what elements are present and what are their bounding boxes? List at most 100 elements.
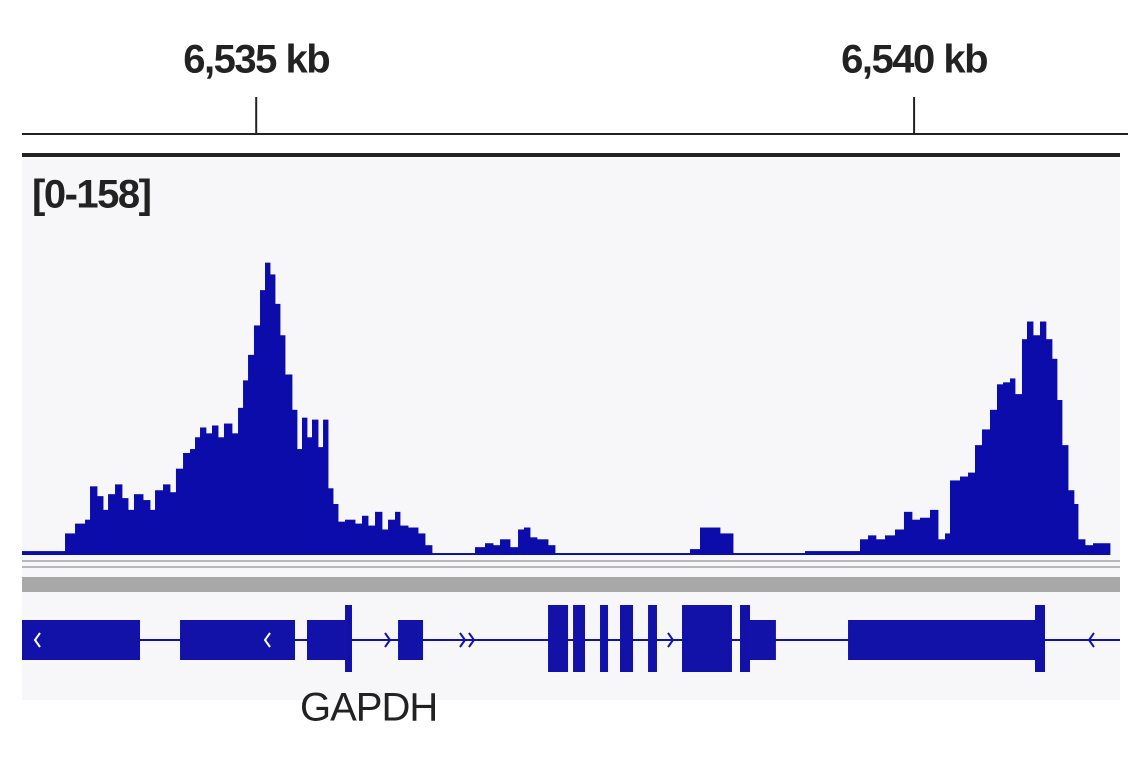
coverage-bar bbox=[183, 452, 191, 555]
coverage-bar bbox=[860, 539, 869, 555]
coverage-bar bbox=[115, 484, 123, 555]
exon bbox=[573, 605, 586, 672]
coverage-bar bbox=[400, 525, 409, 555]
coverage-bar bbox=[733, 553, 806, 555]
coverage-bar bbox=[1056, 400, 1063, 555]
coverage-bar bbox=[523, 527, 531, 555]
coverage-bar bbox=[270, 274, 276, 555]
coverage-bar bbox=[1068, 490, 1075, 555]
coverage-bar bbox=[265, 262, 271, 555]
coverage-bar bbox=[368, 525, 376, 555]
coverage-bar bbox=[275, 303, 281, 555]
gene-track bbox=[22, 605, 1120, 672]
coverage-bar bbox=[1051, 358, 1058, 555]
exon bbox=[306, 620, 346, 660]
coverage-bar bbox=[205, 433, 213, 555]
coverage-bar bbox=[96, 496, 104, 555]
coverage-bar bbox=[960, 476, 969, 555]
coverage-bar bbox=[318, 447, 324, 555]
coverage-bar bbox=[485, 543, 494, 555]
coverage-bar bbox=[990, 409, 998, 555]
coverage-bar bbox=[108, 494, 116, 555]
coverage-bar bbox=[903, 511, 913, 555]
coverage-bar bbox=[930, 509, 939, 555]
coverage-bar bbox=[143, 500, 151, 555]
coverage-bar bbox=[805, 551, 861, 555]
exon bbox=[600, 605, 609, 672]
coverage-bar bbox=[195, 437, 201, 555]
coverage-bar bbox=[1003, 382, 1011, 555]
coverage-bar bbox=[1061, 445, 1069, 555]
exon bbox=[1035, 605, 1046, 672]
coverage-bar bbox=[248, 354, 255, 555]
coverage-bar bbox=[555, 553, 691, 555]
coverage-bar bbox=[700, 527, 721, 555]
strand-arrow bbox=[263, 632, 271, 648]
coverage-bar bbox=[425, 545, 433, 555]
coverage-bar bbox=[333, 503, 339, 555]
coverage-bar bbox=[1026, 321, 1034, 555]
coverage-bar bbox=[500, 539, 511, 555]
coverage-bar bbox=[1093, 543, 1111, 555]
coverage-bar bbox=[150, 509, 156, 555]
coverage-bar bbox=[548, 545, 556, 555]
coverage-bar bbox=[85, 519, 91, 555]
exon bbox=[345, 605, 352, 672]
coverage-bar bbox=[911, 519, 921, 555]
coverage-bar bbox=[190, 449, 196, 555]
coverage-bar bbox=[285, 374, 293, 555]
x-tick-label: 6,535 kb bbox=[183, 38, 329, 82]
coverage-bar bbox=[243, 380, 249, 555]
strand-arrow bbox=[667, 632, 675, 648]
coverage-bar bbox=[296, 449, 303, 555]
coverage-bar bbox=[311, 419, 319, 555]
coverage-bar bbox=[223, 423, 233, 555]
exon bbox=[548, 605, 569, 672]
coverage-bar bbox=[218, 437, 225, 555]
coverage-bar bbox=[1085, 545, 1094, 555]
exon bbox=[22, 620, 141, 660]
coverage-bar bbox=[1021, 339, 1028, 555]
coverage-bar bbox=[938, 539, 946, 555]
exon bbox=[848, 620, 1036, 660]
gene-label: GAPDH bbox=[300, 686, 437, 730]
coverage-bar bbox=[345, 519, 356, 555]
strand-arrows bbox=[33, 632, 1095, 648]
coverage-bar bbox=[690, 549, 701, 555]
coverage-bar bbox=[1015, 394, 1023, 555]
exon bbox=[620, 605, 634, 672]
coverage-bar bbox=[355, 523, 363, 555]
coverage-bar bbox=[920, 517, 931, 555]
coverage-bar bbox=[253, 325, 261, 555]
coverage-bar bbox=[291, 409, 298, 555]
coverage-bar bbox=[133, 494, 144, 555]
coverage-bar bbox=[323, 419, 329, 555]
coverage-bar bbox=[950, 480, 961, 555]
coverage-bar bbox=[163, 484, 171, 555]
coverage-bar bbox=[408, 527, 419, 555]
coverage-bar bbox=[1073, 503, 1079, 555]
coverage-track bbox=[22, 262, 1111, 555]
strand-arrow bbox=[1087, 632, 1095, 648]
coverage-bar bbox=[65, 533, 76, 555]
exon bbox=[681, 605, 732, 672]
track-background bbox=[22, 158, 1120, 700]
coverage-bar bbox=[493, 545, 501, 555]
coverage-bar bbox=[868, 535, 877, 555]
coverage-bar bbox=[530, 537, 538, 555]
coverage-bar bbox=[375, 511, 383, 555]
exon bbox=[750, 620, 776, 660]
coverage-bar bbox=[945, 533, 951, 555]
coverage-bar bbox=[981, 429, 991, 555]
coverage-bar bbox=[211, 425, 219, 555]
coverage-bar bbox=[22, 551, 66, 555]
coverage-bar bbox=[1033, 335, 1041, 555]
exon bbox=[740, 605, 751, 672]
coverage-bar bbox=[418, 533, 426, 555]
coverage-bar bbox=[121, 498, 129, 555]
coverage-bar bbox=[395, 511, 401, 555]
coverage-bar bbox=[885, 535, 896, 555]
coverage-bar bbox=[381, 529, 389, 555]
coverage-bar bbox=[328, 488, 334, 555]
